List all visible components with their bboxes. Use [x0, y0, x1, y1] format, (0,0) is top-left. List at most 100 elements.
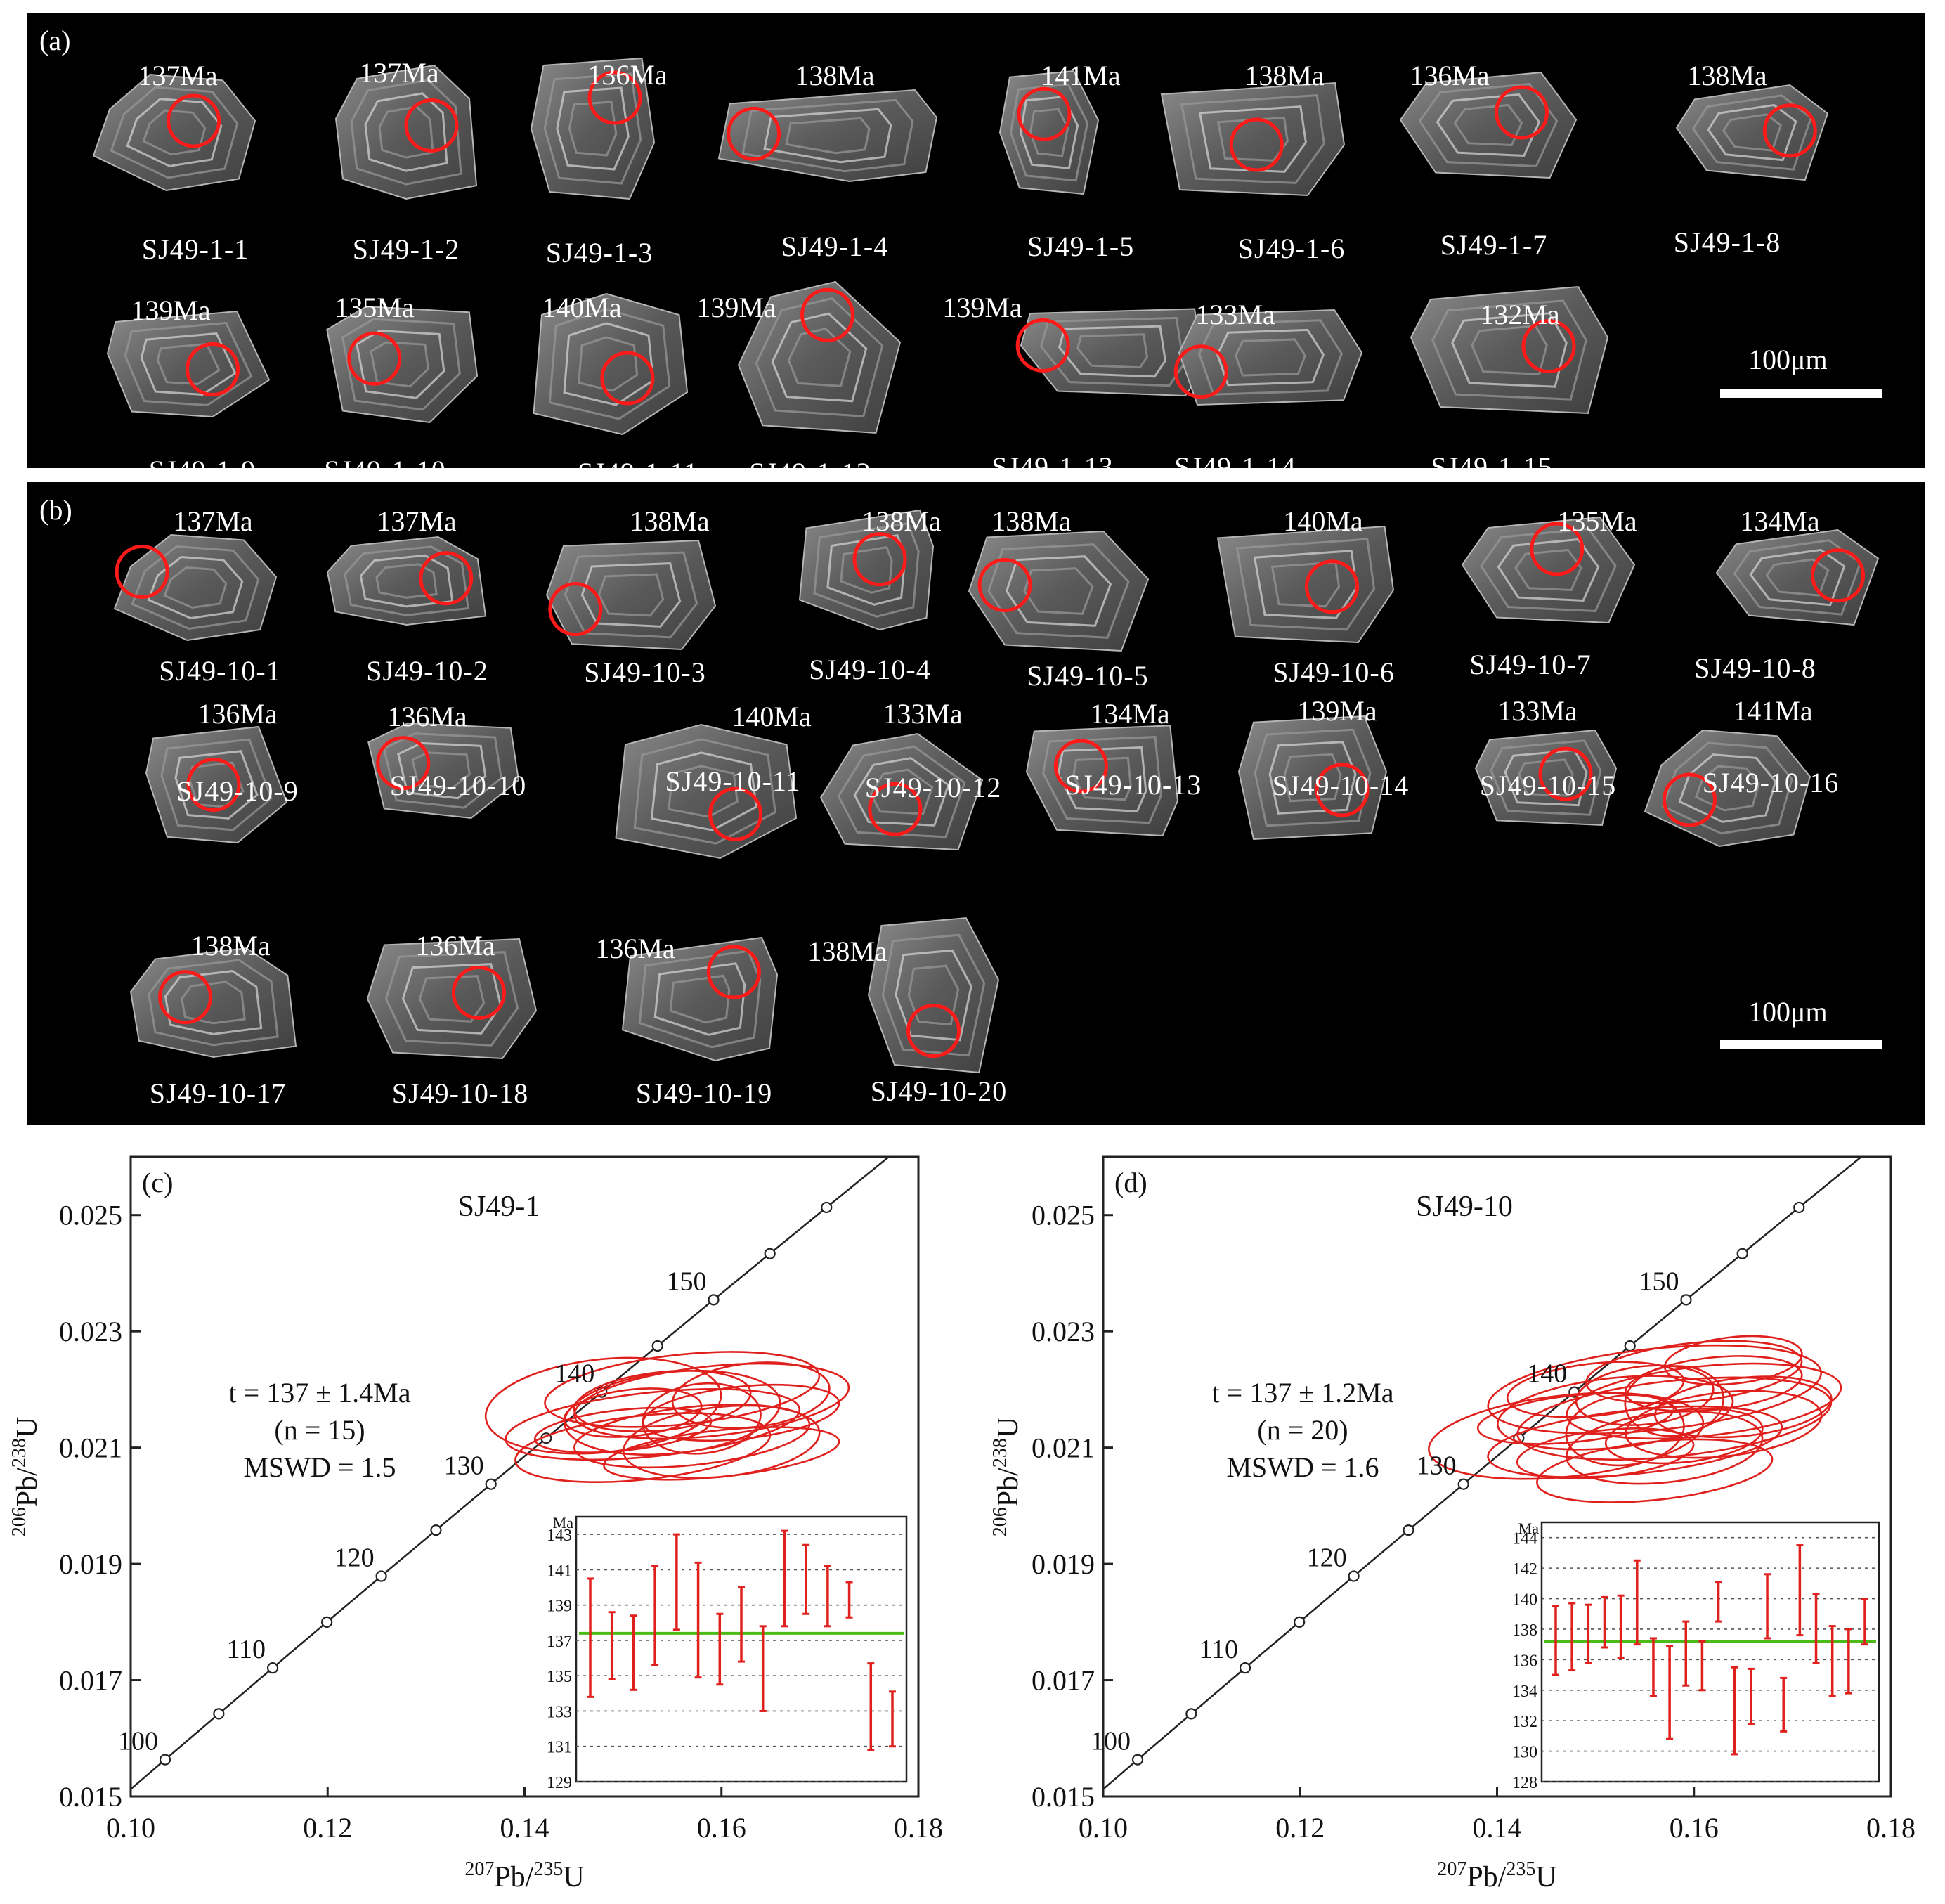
grain-age-label: 133Ma — [1497, 695, 1578, 727]
inset-tick-label: 144 — [1512, 1530, 1537, 1548]
grain-age-label: 133Ma — [1195, 299, 1275, 330]
zircon-grain-image — [106, 310, 271, 418]
inset-unit-label: Ma — [553, 1514, 574, 1531]
zircon-grain-image — [533, 292, 689, 436]
n-annotation: (n = 20) — [1257, 1414, 1348, 1446]
analysis-spot-circle — [906, 1004, 961, 1058]
concordia-age-label: 110 — [226, 1635, 266, 1664]
concordia-age-marker — [1348, 1570, 1360, 1582]
error-ellipse — [642, 1382, 762, 1455]
grain-age-label: 137Ma — [377, 505, 457, 537]
weighted-mean-inset — [1540, 1521, 1880, 1783]
zircon-grain-image — [366, 938, 538, 1060]
inset-tick-label: 134 — [1512, 1683, 1537, 1701]
analysis-spot-circle — [600, 351, 655, 406]
grain-age-label: 135Ma — [1557, 505, 1637, 537]
y-tick-label: 0.015 — [1032, 1781, 1095, 1813]
y-tick-label: 0.025 — [1032, 1200, 1095, 1231]
analysis-spot-circle — [587, 70, 642, 125]
inset-tick-label: 131 — [547, 1739, 572, 1757]
grain-age-label: 132Ma — [1480, 299, 1560, 330]
concordia-age-label: 140 — [554, 1359, 594, 1389]
grain-age-label: 139Ma — [1297, 695, 1377, 727]
analysis-spot-circle — [548, 581, 603, 636]
concordia-age-marker — [485, 1478, 497, 1490]
error-ellipse — [505, 1387, 801, 1461]
grain-sample-id: SJ49-10-10 — [389, 770, 527, 801]
grain-age-label: 138Ma — [991, 505, 1072, 537]
analysis-spot-circle — [1521, 319, 1576, 374]
grain-sample-id: SJ49-10-13 — [1065, 769, 1202, 801]
zircon-grain-image — [717, 89, 938, 183]
grain-age-label: 135Ma — [334, 292, 415, 323]
zircon-grain-image — [968, 530, 1149, 652]
analysis-spot-circle — [1017, 86, 1072, 141]
scale-bar-a — [1720, 389, 1882, 398]
grain-age-label: 141Ma — [1733, 695, 1813, 727]
grain-age-label: 138Ma — [630, 505, 710, 537]
grain-sample-id: SJ49-10-18 — [391, 1077, 529, 1109]
x-tick-label: 0.10 — [106, 1812, 155, 1844]
grain-age-label: 137Ma — [173, 505, 253, 537]
concordia-age-label: 120 — [334, 1543, 375, 1573]
zircon-grain-image — [1216, 525, 1395, 643]
grain-sample-id: SJ49-10-3 — [584, 656, 706, 688]
grain-sample-id: SJ49-1-10 — [324, 455, 446, 486]
inset-tick-label: 141 — [547, 1562, 572, 1580]
zircon-grain-image — [1715, 529, 1880, 626]
grain-age-label: 134Ma — [1090, 698, 1170, 730]
concordia-age-marker — [651, 1340, 663, 1352]
analysis-spot-circle — [167, 93, 221, 148]
mswd-annotation: MSWD = 1.6 — [1226, 1451, 1379, 1483]
analysis-spot-circle — [1662, 772, 1717, 827]
age-annotation: t = 137 ± 1.4Ma — [229, 1377, 411, 1408]
inset-tick-label: 136 — [1512, 1652, 1537, 1670]
analysis-spot-circle — [1173, 344, 1228, 399]
scale-label-b: 100μm — [1748, 996, 1828, 1028]
inset-tick-label: 135 — [547, 1668, 572, 1686]
grain-sample-id: SJ49-10-2 — [366, 655, 488, 687]
zircon-grain-image — [113, 533, 278, 642]
analysis-spot-circle — [1811, 548, 1865, 602]
y-tick-label: 0.021 — [1032, 1432, 1095, 1464]
error-ellipse — [1496, 1375, 1734, 1451]
analysis-spot-circle — [157, 969, 212, 1024]
zircon-panel-b: (b) 137Ma SJ49-10-1 137Ma SJ49-10-2 138Ma SJ4… — [27, 482, 1925, 1125]
analysis-spot-circle — [451, 966, 506, 1020]
inset-tick-label: 140 — [1512, 1591, 1537, 1610]
analysis-spot-circle — [708, 786, 763, 841]
concordia-age-marker — [1294, 1616, 1306, 1628]
zircon-grain-image — [92, 73, 256, 191]
y-tick-label: 0.023 — [59, 1316, 122, 1347]
concordia-age-marker — [1736, 1248, 1748, 1259]
grain-sample-id: SJ49-1-3 — [545, 237, 653, 268]
y-tick-label: 0.021 — [59, 1432, 122, 1464]
zircon-grain-image — [1025, 724, 1178, 836]
zircon-grain-image — [615, 723, 798, 860]
grain-sample-id: SJ49-10-17 — [149, 1077, 287, 1109]
grain-sample-id: SJ49-10-20 — [870, 1075, 1008, 1107]
grain-age-label: 136Ma — [1410, 60, 1490, 91]
y-tick-label: 0.025 — [59, 1200, 122, 1231]
grain-age-label: 140Ma — [542, 292, 622, 323]
zircon-grain-image — [1410, 285, 1609, 415]
concordia-age-marker — [1185, 1708, 1197, 1720]
error-ellipse — [1575, 1364, 1715, 1426]
grain-age-label: 140Ma — [1283, 505, 1363, 537]
grain-age-label: 138Ma — [861, 505, 942, 537]
error-ellipse — [1585, 1340, 1803, 1404]
zircon-grain-image — [1015, 308, 1205, 397]
y-tick-label: 0.023 — [1032, 1316, 1095, 1347]
zircon-grain-image — [1644, 729, 1811, 847]
grain-age-label: 137Ma — [359, 57, 439, 89]
grain-sample-id: SJ49-1-1 — [141, 233, 249, 265]
concordia-age-marker — [1680, 1294, 1692, 1306]
concordia-age-marker — [266, 1662, 279, 1674]
grain-sample-id: SJ49-10-6 — [1273, 656, 1395, 688]
grain-age-label: 138Ma — [1687, 60, 1767, 91]
grain-age-label: 140Ma — [731, 701, 812, 732]
concordia-age-label: 150 — [1639, 1267, 1679, 1296]
inset-tick-label: 128 — [1512, 1774, 1537, 1792]
grain-sample-id: SJ49-10-11 — [665, 765, 801, 797]
zircon-grain-image — [1399, 71, 1578, 179]
